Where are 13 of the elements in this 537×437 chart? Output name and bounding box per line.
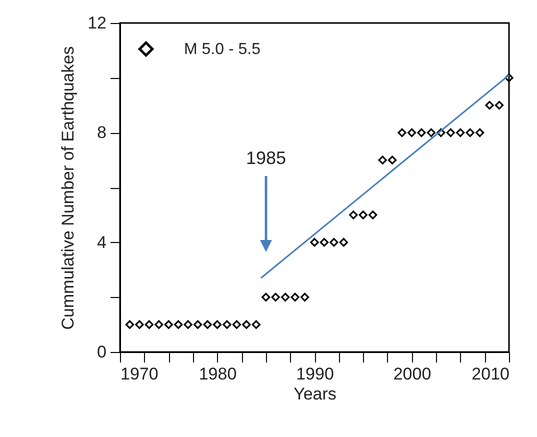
x-tick-label: 2000 — [393, 364, 432, 384]
legend-label: M 5.0 - 5.5 — [184, 41, 261, 58]
y-tick-label: 4 — [97, 232, 106, 252]
x-tick-label: 2010 — [472, 364, 510, 384]
y-tick-label: 0 — [97, 342, 106, 362]
y-tick-label: 8 — [97, 123, 106, 142]
x-tick-label: 1970 — [120, 364, 158, 384]
x-tick-label: 1980 — [198, 364, 237, 384]
annotation: 1985 — [246, 148, 286, 168]
x-tick-label: 1990 — [296, 364, 334, 384]
y-tick-label: 12 — [88, 14, 106, 32]
x-axis-title: Years — [294, 384, 336, 404]
y-axis-title: Cummulative Number of Earthquakes — [58, 46, 78, 330]
